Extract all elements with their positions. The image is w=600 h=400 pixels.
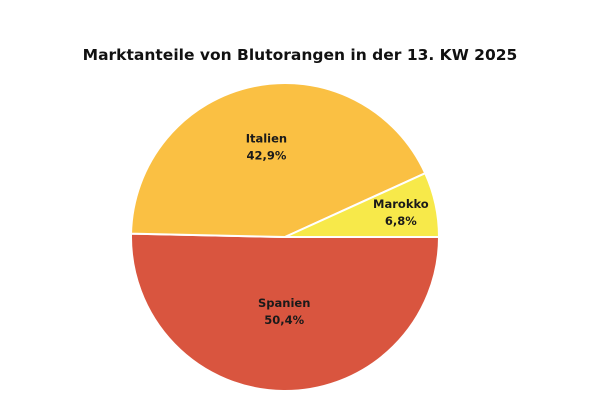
pie-slice-spanien [130,232,441,392]
chart-title: Marktanteile von Blutorangen in der 13. … [82,46,518,64]
pie-slice-italien [130,82,427,239]
slice-value-spanien: 50,4% [264,313,304,327]
pie-slices [130,82,441,392]
pie-labels: Spanien 50,4% Italien 42,9% Marokko 6,8% [246,131,429,326]
slice-value-marokko: 6,8% [385,214,417,228]
slice-label-italien: Italien [246,131,287,145]
slice-value-italien: 42,9% [246,148,286,162]
slice-label-spanien: Spanien [258,296,310,310]
slice-label-marokko: Marokko [373,197,429,211]
pie-slice-marokko [284,171,441,238]
